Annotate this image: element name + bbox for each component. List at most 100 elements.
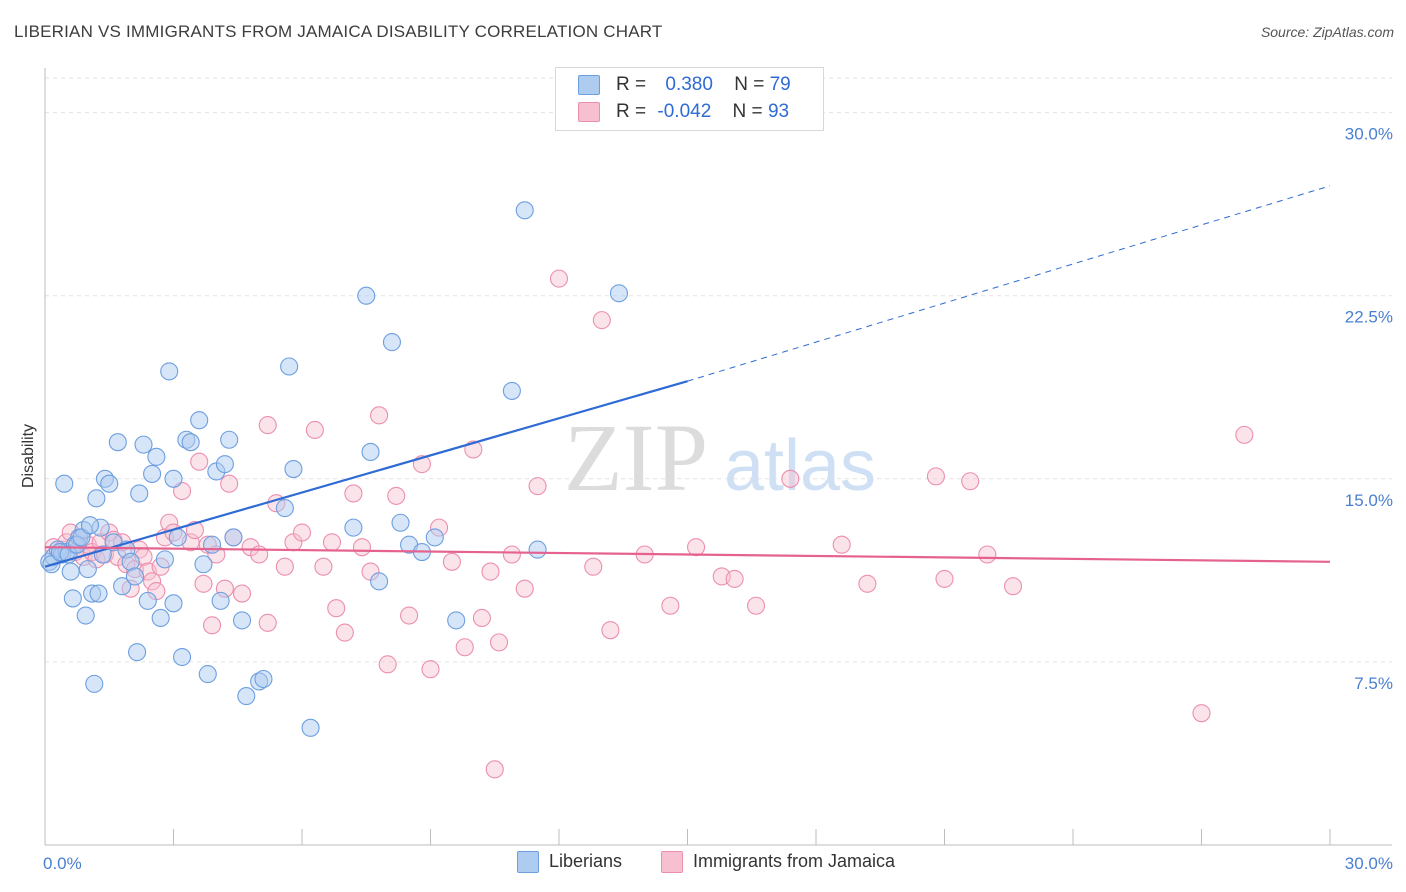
liberians-point (143, 464, 162, 483)
watermark-atlas: atlas (724, 426, 876, 506)
jamaica-point (489, 633, 509, 652)
bottom-legend-jamaica: Immigrants from Jamaica (661, 851, 895, 874)
jamaica-point (601, 621, 620, 640)
jamaica-point (258, 613, 277, 632)
liberians-point (108, 433, 127, 452)
jamaica-point (314, 557, 333, 576)
liberians-point (164, 469, 183, 488)
liberians-point (155, 550, 174, 569)
bottom-legend-swatch-pink (661, 851, 683, 874)
axes (44, 68, 1392, 846)
legend-n-label-2: N = (732, 101, 763, 122)
liberians-point (391, 513, 410, 532)
jamaica-point (858, 574, 877, 593)
liberians-point (160, 362, 179, 381)
tick-labels: 7.5% 15.0% 22.5% 30.0% 0.0% 30.0% (43, 125, 1393, 873)
trend-lines (44, 185, 1331, 568)
liberians-point (215, 455, 234, 474)
jamaica-point (387, 486, 406, 505)
jamaica-point (687, 538, 706, 557)
jamaica-point (190, 452, 209, 471)
liberians-point (515, 201, 534, 220)
liberians-point (78, 560, 97, 579)
jamaica-point (322, 533, 342, 552)
liberians-trend-extension (687, 185, 1331, 382)
liberians-point (151, 608, 170, 628)
x-tick-label-min: 0.0% (43, 854, 82, 873)
liberians-point (211, 591, 230, 610)
liberians-point (194, 555, 213, 574)
jamaica-point (220, 474, 239, 493)
jamaica-point (528, 477, 547, 496)
correlation-legend: R = 0.380 N = 79 R = -0.042 N = 93 (555, 67, 824, 131)
jamaica-point (1003, 577, 1023, 596)
liberians-point (87, 489, 106, 508)
jamaica-point (481, 562, 500, 581)
liberians-point (128, 643, 147, 662)
jamaica-point (442, 552, 461, 571)
y-tick-label: 22.5% (1345, 308, 1393, 327)
jamaica-point (327, 599, 346, 618)
jamaica-point (978, 545, 997, 564)
legend-n-value-2: 93 (767, 101, 790, 122)
chart-title: LIBERIAN VS IMMIGRANTS FROM JAMAICA DISA… (14, 22, 663, 41)
source-label: Source: ZipAtlas.com (1260, 24, 1394, 40)
jamaica-point (661, 596, 680, 615)
y-tick-label: 7.5% (1354, 674, 1393, 693)
liberians-point (301, 718, 320, 737)
legend-n-label-1: N = (734, 74, 765, 95)
watermark: ZIP atlas (564, 404, 876, 511)
liberians-point (164, 594, 183, 613)
jamaica-point (502, 545, 521, 564)
liberians-point (125, 567, 144, 586)
liberians-point (361, 442, 380, 462)
legend-r-value-1: 0.380 (665, 74, 713, 95)
jamaica-point (935, 569, 954, 588)
liberians-point (344, 518, 363, 537)
liberians-point (138, 591, 157, 610)
liberians-point (190, 411, 209, 430)
jamaica-trend-line (44, 546, 1331, 563)
liberians-point (232, 611, 252, 630)
jamaica-point (305, 420, 324, 440)
liberians-point (173, 647, 192, 667)
liberians-point (370, 572, 389, 591)
jamaica-point (185, 521, 204, 540)
jamaica-point (725, 569, 744, 588)
y-tick-label: 15.0% (1345, 491, 1393, 510)
jamaica-point (421, 660, 440, 679)
liberians-trend-line (44, 380, 688, 568)
liberians-point (382, 333, 402, 352)
x-tick-label-max: 30.0% (1345, 854, 1393, 873)
liberians-point (224, 528, 243, 547)
jamaica-point (549, 269, 569, 288)
jamaica-point (292, 523, 312, 542)
legend-swatch-blue (578, 74, 600, 95)
jamaica-point (143, 572, 162, 591)
legend-row-jamaica: R = -0.042 N = 93 (578, 101, 789, 127)
bottom-legend-liberians: Liberians (517, 851, 622, 874)
jamaica-point (378, 655, 397, 674)
legend-r-label-1: R = (616, 74, 647, 95)
jamaica-point (455, 638, 474, 657)
legend-swatch-pink (578, 101, 600, 122)
legend-n-value-1: 79 (769, 74, 791, 95)
liberians-point (181, 433, 200, 452)
liberians-point (100, 474, 119, 493)
liberians-point (609, 284, 629, 303)
liberians-point (254, 669, 273, 689)
bottom-legend-swatch-blue (517, 851, 539, 874)
jamaica-point (232, 584, 252, 603)
jamaica-point (1192, 704, 1211, 723)
watermark-zip: ZIP (564, 404, 708, 511)
liberians-point (89, 584, 108, 603)
liberians-point (203, 535, 222, 554)
liberians-point (425, 528, 444, 547)
liberians-point (275, 499, 294, 518)
jamaica-point (746, 596, 766, 615)
liberians-point (147, 447, 166, 466)
legend-r-value-2: -0.042 (657, 101, 712, 122)
jamaica-point (335, 623, 354, 642)
liberians-point (168, 528, 187, 547)
